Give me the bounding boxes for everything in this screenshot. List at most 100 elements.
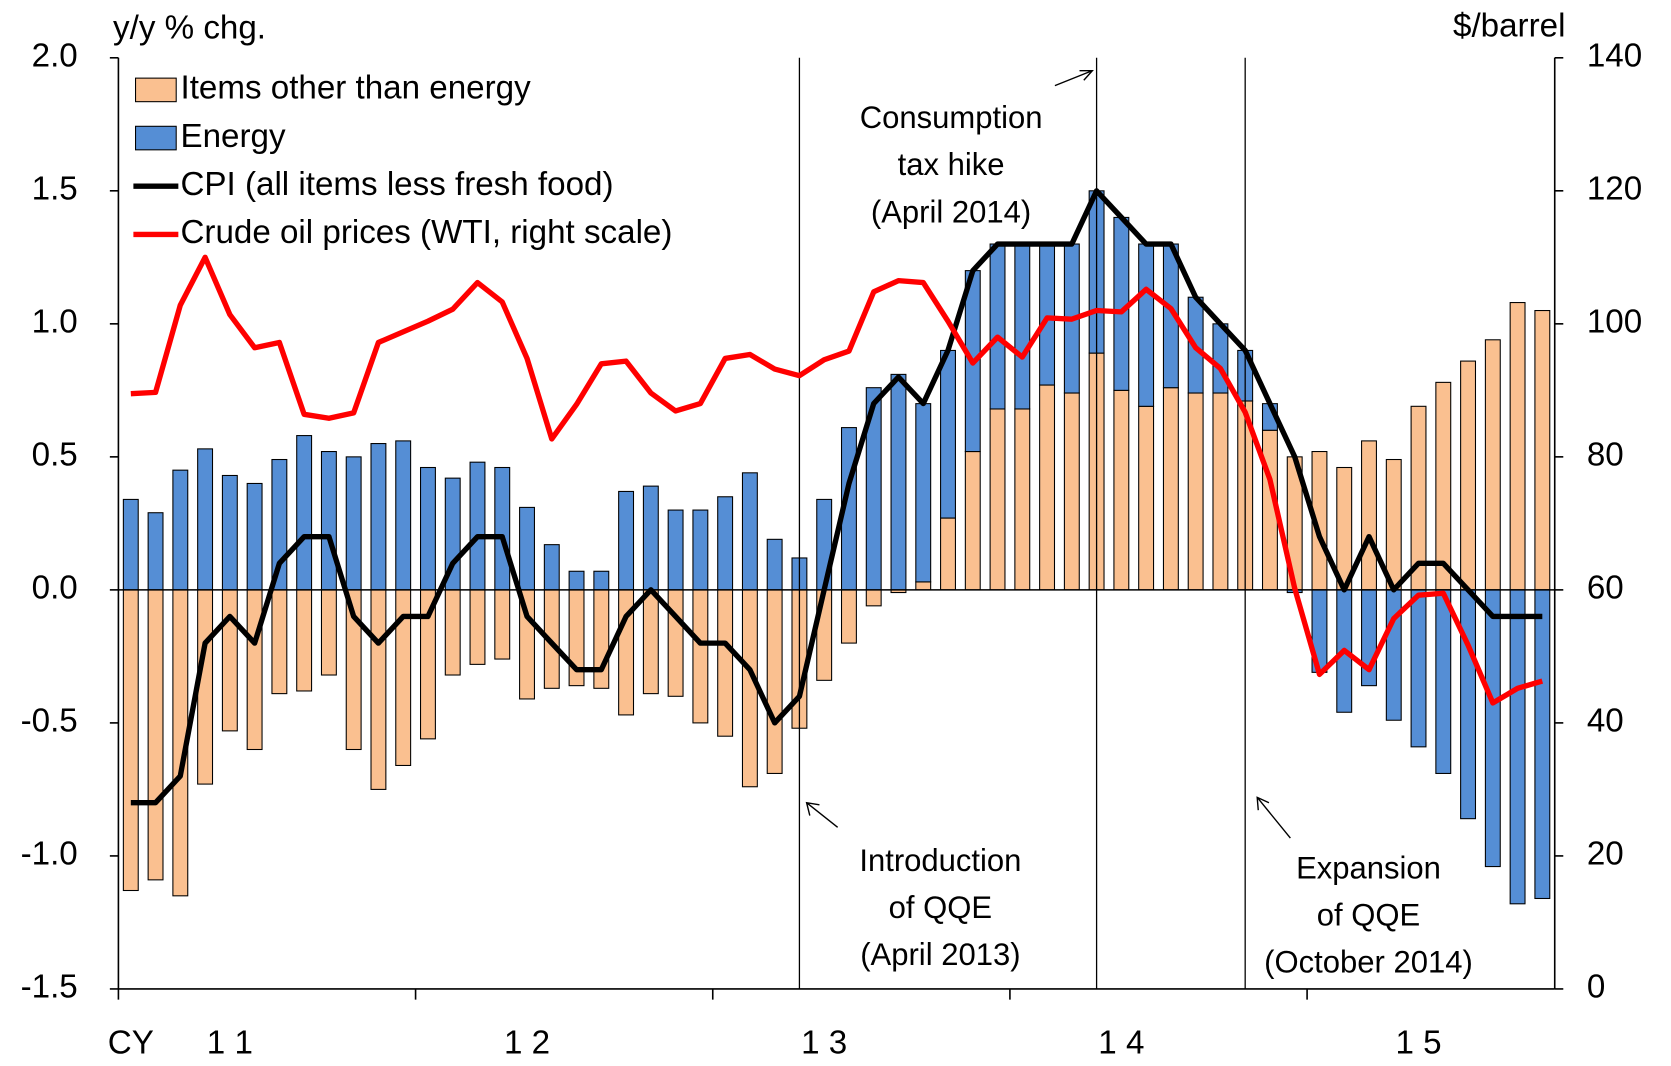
bar — [1113, 389, 1130, 591]
bar — [1039, 243, 1056, 386]
bar — [122, 589, 139, 892]
bar — [1385, 589, 1402, 721]
bar — [296, 435, 313, 591]
bar — [320, 451, 337, 591]
bar — [147, 512, 164, 591]
bar — [494, 589, 511, 660]
y2-tick-label: 60 — [1587, 570, 1624, 607]
arrows — [805, 69, 1291, 839]
arrow — [805, 801, 839, 828]
bar — [890, 373, 907, 591]
bar — [147, 589, 164, 881]
bar — [1212, 392, 1229, 591]
bar — [519, 506, 535, 591]
bar — [1509, 589, 1526, 905]
bar — [642, 589, 659, 695]
y-tick-label: 1.5 — [32, 171, 78, 208]
x-tick-label: 1 1 — [207, 1024, 253, 1061]
bar — [1336, 466, 1353, 591]
bar — [1435, 589, 1452, 774]
bar — [642, 485, 659, 591]
bar — [593, 589, 610, 689]
bar — [197, 589, 214, 785]
y-tick-label: -1.5 — [21, 969, 78, 1006]
legend-label: Items other than energy — [180, 70, 531, 107]
bar — [593, 570, 610, 591]
y-axis-label: y/y % chg. — [113, 10, 266, 47]
bar — [543, 544, 560, 591]
bar — [1509, 302, 1526, 591]
bar — [568, 570, 585, 591]
bar — [444, 589, 461, 676]
y-tick-label: -0.5 — [21, 703, 78, 740]
bar — [1138, 243, 1155, 407]
bar — [395, 440, 412, 591]
bar — [172, 469, 189, 591]
y2-tick-label: 80 — [1587, 437, 1624, 474]
bar — [419, 466, 436, 591]
bar — [370, 443, 387, 591]
bar — [741, 472, 758, 591]
y-tick-label: 0.5 — [32, 437, 78, 474]
bar — [618, 490, 635, 591]
bar — [221, 589, 238, 732]
bar — [741, 589, 758, 788]
bar — [1039, 384, 1056, 591]
bar — [1460, 589, 1477, 820]
bar — [246, 482, 263, 591]
bar — [840, 589, 857, 644]
legend-label: Energy — [180, 118, 285, 155]
bar — [469, 461, 486, 591]
line — [130, 254, 1544, 706]
bar — [989, 408, 1006, 591]
bar — [494, 466, 511, 591]
annotation: Consumption — [860, 100, 1043, 135]
bar — [296, 589, 313, 692]
bar — [320, 589, 337, 676]
bar — [915, 403, 932, 583]
annotation: (April 2014) — [871, 194, 1031, 229]
bar — [667, 509, 684, 591]
bar — [1361, 440, 1377, 591]
x-tick-label: 1 2 — [504, 1024, 550, 1061]
legend-label: Crude oil prices (WTI, right scale) — [180, 214, 672, 251]
bar — [766, 538, 783, 591]
legend-label: CPI (all items less fresh food) — [180, 166, 613, 203]
bar — [469, 589, 486, 665]
y-tick-label: -1.0 — [21, 836, 78, 873]
bar — [692, 509, 709, 591]
line — [130, 188, 1543, 806]
bar — [964, 451, 981, 591]
annotation: of QQE — [889, 890, 992, 925]
y2-tick-label: 120 — [1587, 171, 1642, 208]
y-tick-label: 1.0 — [32, 304, 78, 341]
bar — [1187, 392, 1204, 591]
bar — [667, 589, 684, 697]
bar — [1484, 339, 1501, 591]
bar — [940, 349, 956, 519]
y2-tick-label: 0 — [1587, 969, 1605, 1006]
bar — [197, 448, 214, 591]
bar — [989, 243, 1006, 410]
legend-swatch — [135, 77, 177, 103]
bar — [1435, 381, 1452, 591]
bar — [1534, 309, 1551, 591]
annotation: (October 2014) — [1264, 945, 1473, 980]
bar — [271, 589, 288, 695]
annotation: Introduction — [859, 843, 1021, 878]
y-tick-label: 0.0 — [32, 570, 78, 607]
bar — [370, 589, 387, 790]
bar — [1385, 458, 1402, 591]
bar — [1534, 589, 1551, 900]
bar — [915, 581, 932, 591]
y2-tick-label: 100 — [1587, 304, 1642, 341]
bar — [1014, 243, 1031, 410]
bar — [1138, 405, 1155, 591]
bar — [865, 589, 882, 607]
bar — [1014, 408, 1031, 591]
arrow — [1054, 69, 1094, 87]
bar — [717, 589, 734, 737]
annotation: tax hike — [898, 147, 1005, 182]
annotation: Expansion — [1296, 850, 1441, 885]
